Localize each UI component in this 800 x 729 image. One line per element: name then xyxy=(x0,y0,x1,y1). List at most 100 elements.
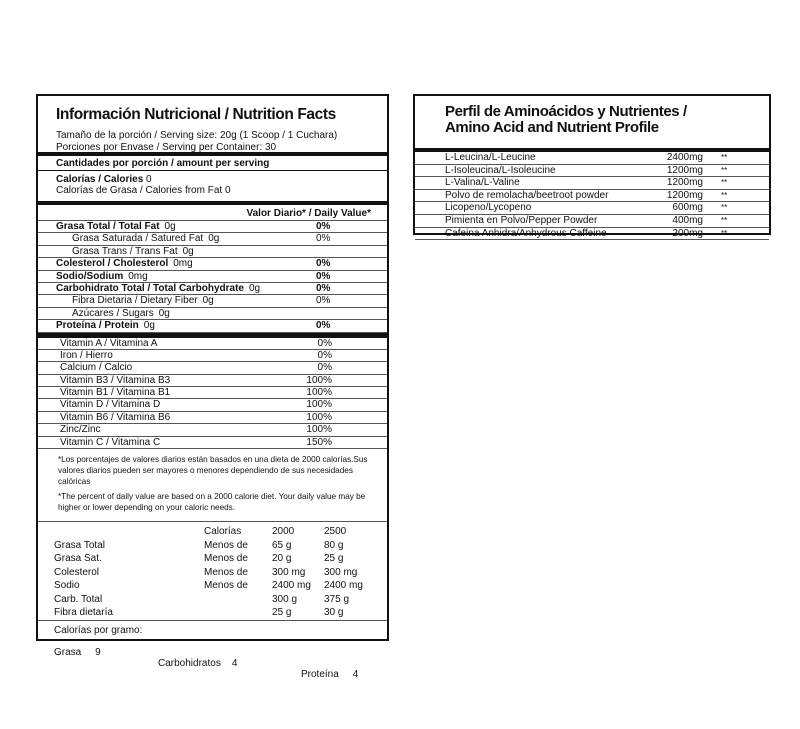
amino-amount: 400mg xyxy=(672,214,703,226)
reference-cell: 300 g xyxy=(272,593,298,605)
fat-per-gram: Grasa 9 xyxy=(54,647,101,659)
reference-cell: Menos de xyxy=(204,580,248,592)
reference-cell: 2500 xyxy=(324,526,347,538)
reference-row: Fibra dietaría 25 g 30 g xyxy=(54,606,387,620)
amino-title-line2: Amino Acid and Nutrient Profile xyxy=(445,119,659,136)
nutrient-amount: 0g xyxy=(202,295,214,307)
nutrient-row: Grasa Trans / Trans Fat 0g xyxy=(38,245,387,259)
reference-row: Sodio Menos de 2400 mg 2400 mg xyxy=(54,579,387,593)
nutrient-row: Grasa Total / Total Fat 0g 0% xyxy=(38,221,387,234)
nutrient-amount: 0g xyxy=(182,245,194,257)
nutrient-amount: 0g xyxy=(248,282,261,294)
vitamin-daily-value: 100% xyxy=(306,424,332,436)
vitamin-label: Iron / Hierro xyxy=(60,349,113,361)
vitamin-row: Vitamin B3 / Vitamina B3 100% xyxy=(38,374,387,388)
footnote-es: *Los porcentajes de valores diarios está… xyxy=(58,455,368,487)
amino-row: Polvo de remolacha/beetroot powder 1200mg… xyxy=(415,190,769,203)
amino-label: Pimienta en Polvo/Pepper Powder xyxy=(445,214,598,226)
nutrient-row: Azúcares / Sugars 0g xyxy=(38,307,387,321)
vitamin-daily-value: 0% xyxy=(317,337,332,349)
amino-amount: 200mg xyxy=(672,227,703,239)
footnote-en: *The percent of daily value are based on… xyxy=(58,492,366,513)
nutrient-label: Grasa Trans / Trans Fat xyxy=(72,245,178,257)
nutrient-row: Grasa Saturada / Satured Fat 0g 0% xyxy=(38,233,387,246)
nutrient-daily-value: 0% xyxy=(316,320,331,332)
amino-row: L-Isoleucina/L-Isoleucine 1200mg ** xyxy=(415,165,769,178)
amino-mark: ** xyxy=(721,190,728,200)
nutrient-label: Colesterol / Cholesterol xyxy=(56,258,169,270)
vitamin-label: Vitamin A / Vitamina A xyxy=(60,337,158,349)
nutrient-label: Carbohidrato Total / Total Carbohydrate xyxy=(56,282,244,294)
reference-cell: 25 g xyxy=(272,607,292,619)
nutrient-label: Grasa Saturada / Satured Fat xyxy=(72,233,204,245)
nutrient-label: Azúcares / Sugars xyxy=(72,307,154,319)
nutrient-row: Sodio/Sodium 0mg 0% xyxy=(38,271,387,283)
nutrient-daily-value: 0% xyxy=(316,282,331,294)
nutrient-daily-value: 0% xyxy=(316,233,331,245)
amino-header: Perfil de Aminoácidos y Nutrientes / Ami… xyxy=(415,96,769,148)
amino-label: L-Leucina/L-Leucine xyxy=(445,152,536,163)
amino-amount: 1200mg xyxy=(666,164,703,176)
nutrient-amount: 0g xyxy=(164,221,176,232)
amino-list: L-Leucina/L-Leucine 2400mg ** L-Isoleucina/… xyxy=(415,152,769,241)
nutrient-amount: 0g xyxy=(143,320,155,332)
reference-row: Colesterol Menos de 300 mg 300 mg xyxy=(54,566,387,580)
nutrition-facts-panel: Información Nutricional / Nutrition Fact… xyxy=(36,94,389,680)
calories-value: 0 xyxy=(146,174,152,185)
vitamin-list: Vitamin A / Vitamina A 0% Iron / Hierro 0% C… xyxy=(38,338,387,450)
vitamin-row: Vitamin D / Vitamina D 100% xyxy=(38,399,387,412)
vitamin-daily-value: 0% xyxy=(317,349,332,361)
amino-title-line1: Perfil de Aminoácidos y Nutrientes / xyxy=(445,103,687,120)
amino-amount: 1200mg xyxy=(666,177,703,189)
reference-row: Carb. Total 300 g 375 g xyxy=(54,593,387,607)
amino-mark: ** xyxy=(721,153,728,162)
amino-row: L-Valina/L-Valine 1200mg ** xyxy=(415,177,769,190)
vitamin-label: Vitamin D / Vitamina D xyxy=(60,399,161,411)
amino-label: L-Valina/L-Valine xyxy=(445,177,520,189)
amino-label: Polvo de remolacha/beetroot powder xyxy=(445,189,609,201)
nutrient-label: Sodio/Sodium xyxy=(56,270,124,282)
amino-label: L-Isoleucina/L-Isoleucine xyxy=(445,164,556,176)
reference-cell: 2400 mg xyxy=(324,580,363,592)
reference-cell: Sodio xyxy=(54,580,80,592)
vitamin-daily-value: 0% xyxy=(317,362,332,374)
vitamin-daily-value: 100% xyxy=(306,399,332,411)
reference-cell: 300 mg xyxy=(324,566,358,578)
amino-label: Licopeno/Lycopeno xyxy=(445,202,532,214)
reference-cell: Grasa Total xyxy=(54,539,105,551)
protein-per-gram: Proteína 4 xyxy=(301,669,359,681)
amino-row: Licopeno/Lycopeno 600mg ** xyxy=(415,202,769,215)
amino-acid-panel: Perfil de Aminoácidos y Nutrientes / Ami… xyxy=(413,94,771,241)
divider xyxy=(38,201,387,205)
nutrient-amount: 0g xyxy=(158,307,170,319)
vitamin-label: Vitamin C / Vitamina C xyxy=(60,436,161,448)
nutrient-row: Proteína / Protein 0g 0% xyxy=(38,320,387,333)
nutrient-list: Grasa Total / Total Fat 0g 0% Grasa Saturad… xyxy=(38,221,387,333)
reference-table: Calorías 2000 2500 Grasa Total Menos de 65 g 8… xyxy=(38,522,387,622)
serving-size: Tamaño de la porción / Serving size: 20g… xyxy=(56,130,338,141)
amino-mark: ** xyxy=(721,215,728,225)
daily-value-header: Valor Diario* / Daily Value* xyxy=(246,208,371,219)
divider xyxy=(38,152,387,156)
vitamin-label: Zinc/Zinc xyxy=(60,424,101,436)
reference-cell: 2400 mg xyxy=(272,580,311,592)
vitamin-row: Iron / Hierro 0% xyxy=(38,349,387,363)
vitamin-row: Calcium / Calcio 0% xyxy=(38,362,387,375)
reference-cell: 375 g xyxy=(324,593,350,605)
nutrient-daily-value: 0% xyxy=(316,258,331,270)
nutrient-row: Carbohidrato Total / Total Carbohydrate 0… xyxy=(38,282,387,296)
amino-amount: 2400mg xyxy=(666,152,703,163)
vitamin-daily-value: 100% xyxy=(306,374,332,386)
reference-row: Grasa Sat. Menos de 20 g 25 g xyxy=(54,552,387,566)
reference-cell: Menos de xyxy=(204,566,248,578)
nutrient-row: Colesterol / Cholesterol 0mg 0% xyxy=(38,258,387,271)
divider xyxy=(38,332,387,338)
nutrient-daily-value: 0% xyxy=(316,221,331,232)
nutrient-daily-value: 0% xyxy=(316,295,331,307)
nutrient-daily-value: 0% xyxy=(316,270,331,282)
divider xyxy=(415,148,769,152)
calories-per-gram-label: Calorías por gramo: xyxy=(54,625,143,637)
amount-per-serving: Cantidades por porción / amount per serv… xyxy=(38,156,387,171)
reference-cell: 80 g xyxy=(324,539,344,551)
vitamin-label: Vitamin B3 / Vitamina B3 xyxy=(60,374,171,386)
